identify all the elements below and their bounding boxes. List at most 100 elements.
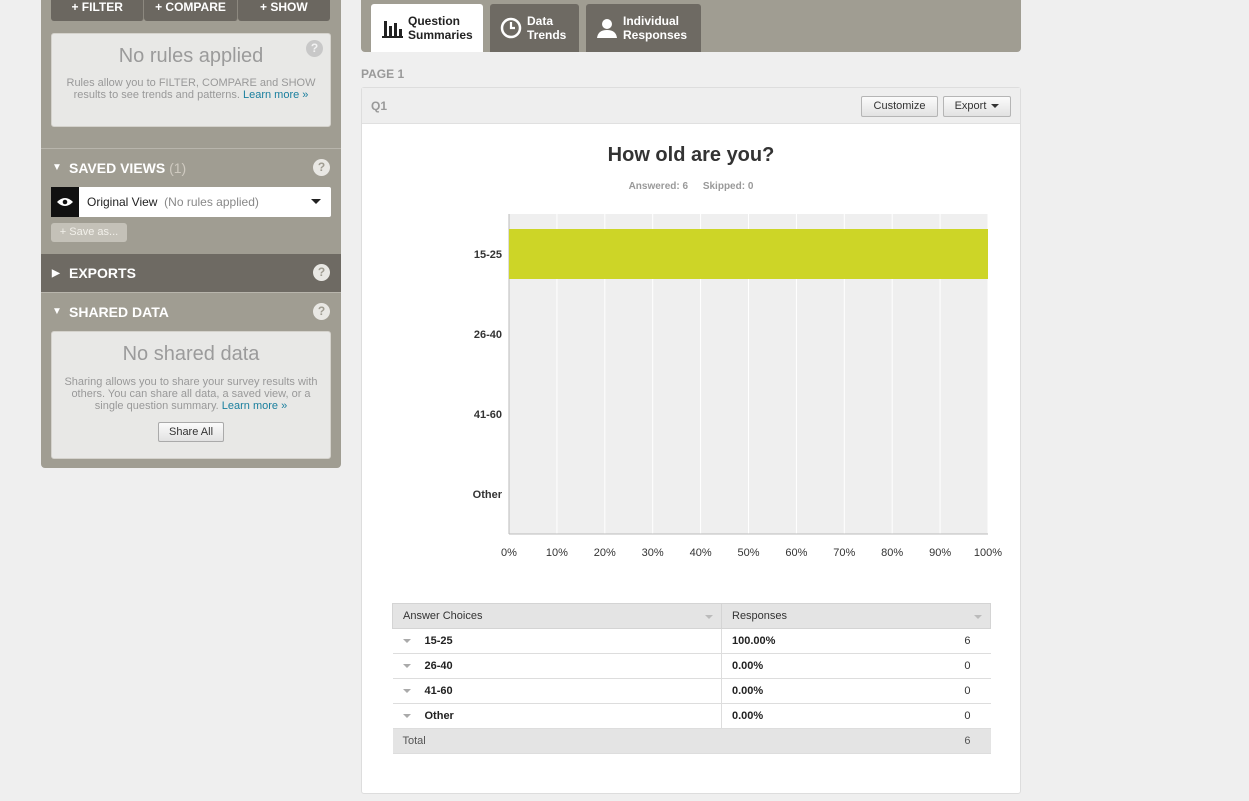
question-panel: Q1 Customize Export How old are you? Ans… (361, 87, 1021, 794)
table-row: 41-60 0.00% 0 (392, 678, 991, 704)
help-icon[interactable]: ? (313, 264, 330, 281)
skipped-count: Skipped: 0 (702, 181, 754, 192)
table-row: 26-40 0.00% 0 (392, 653, 991, 679)
view-rules-status: (No rules applied) (164, 195, 259, 209)
question-header: Q1 Customize Export (362, 88, 1020, 124)
percent-cell: 100.00% (721, 628, 883, 654)
help-icon[interactable]: ? (313, 159, 330, 176)
expand-icon[interactable] (402, 639, 411, 644)
clock-icon (500, 17, 522, 39)
compare-button[interactable]: + COMPARE (144, 0, 238, 21)
total-spacer (721, 728, 883, 754)
bar-chart: 0% 10% 20% 30% 40% 50% 60% 70% 80% 90% 100% 15-25 26… (473, 214, 1002, 559)
chevron-down-icon[interactable] (311, 199, 321, 204)
help-icon[interactable]: ? (313, 303, 330, 320)
no-rules-text: Rules allow you to FILTER, COMPARE and S… (62, 77, 320, 101)
x-tick-label: 10% (546, 547, 568, 559)
count-cell: 0 (882, 678, 991, 704)
total-count: 6 (882, 728, 991, 754)
no-shared-data-title: No shared data (122, 343, 260, 365)
x-tick-label: 0% (501, 547, 517, 559)
answer-choice-cell: 26-40 (392, 653, 722, 679)
category-label: 41-60 (474, 409, 502, 421)
tab-label: Question Summaries (408, 14, 473, 42)
learn-more-link[interactable]: Learn more » (242, 89, 309, 101)
answer-choice-cell: 41-60 (392, 678, 722, 704)
collapse-triangle-icon: ▼ (52, 162, 62, 173)
x-tick-label: 40% (690, 547, 712, 559)
x-tick-label: 60% (785, 547, 807, 559)
view-tabs: Question Summaries Data Trends Individual R… (361, 0, 1021, 52)
category-label: 15-25 (474, 249, 502, 261)
table-header-row: Answer Choices Responses (392, 603, 991, 629)
shared-data-header[interactable]: ▼ SHARED DATA ? (41, 293, 341, 331)
no-shared-data-box: No shared data Sharing allows you to sha… (51, 331, 331, 459)
expand-icon[interactable] (402, 689, 411, 694)
x-tick-label: 90% (929, 547, 951, 559)
column-header-responses[interactable]: Responses (721, 603, 991, 629)
shared-data-title: SHARED DATA (69, 304, 169, 320)
percent-cell: 0.00% (721, 653, 883, 679)
tab-question-summaries[interactable]: Question Summaries (371, 4, 483, 52)
x-tick-label: 50% (737, 547, 759, 559)
bar-15-25 (509, 229, 988, 279)
export-label: Export (954, 100, 987, 112)
column-header-answer-choices[interactable]: Answer Choices (392, 603, 722, 629)
collapse-triangle-icon: ▼ (52, 306, 62, 317)
learn-more-link[interactable]: Learn more » (221, 400, 288, 412)
exports-header[interactable]: ▶ EXPORTS ? (41, 254, 341, 292)
help-icon[interactable]: ? (306, 40, 323, 57)
saved-view-selector[interactable]: Original View (No rules applied) (51, 187, 331, 217)
saved-views-count: (1) (169, 160, 187, 176)
responses-table: Answer Choices Responses 15-25 100.00% 6… (392, 603, 991, 754)
saved-views-header[interactable]: ▼ SAVED VIEWS (1) ? (41, 149, 341, 187)
tab-data-trends[interactable]: Data Trends (490, 4, 579, 52)
tab-label: Data Trends (527, 14, 567, 42)
answer-choice-cell: 15-25 (392, 628, 722, 654)
eye-icon (51, 187, 79, 217)
person-icon (597, 19, 617, 38)
question-stats: Answered: 6 Skipped: 0 (362, 181, 1020, 192)
share-all-button[interactable]: Share All (157, 422, 225, 442)
filter-button[interactable]: + FILTER (51, 0, 145, 21)
expand-icon[interactable] (402, 664, 411, 669)
category-label: 26-40 (474, 329, 502, 341)
rule-buttons: + FILTER + COMPARE + SHOW (51, 0, 330, 21)
category-label: Other (473, 489, 503, 501)
shared-data-text: Sharing allows you to share your survey … (64, 376, 318, 412)
total-label: Total (392, 728, 722, 754)
x-tick-label: 70% (833, 547, 855, 559)
save-as-button[interactable]: + Save as... (51, 223, 127, 242)
count-cell: 0 (882, 653, 991, 679)
count-cell: 6 (882, 628, 991, 654)
tab-individual-responses[interactable]: Individual Responses (586, 4, 701, 52)
x-tick-label: 100% (974, 547, 1002, 559)
shared-data-description: Sharing allows you to share your survey … (64, 376, 318, 412)
expand-icon[interactable] (402, 714, 411, 719)
table-total-row: Total 6 (392, 728, 991, 754)
table-row: 15-25 100.00% 6 (392, 628, 991, 654)
customize-button[interactable]: Customize (861, 96, 938, 117)
export-button[interactable]: Export (943, 96, 1011, 117)
bar-chart-icon (382, 21, 403, 38)
exports-title: EXPORTS (69, 265, 136, 281)
x-tick-label: 80% (881, 547, 903, 559)
caret-down-icon (991, 104, 1000, 109)
divider (41, 148, 341, 149)
x-tick-label: 30% (642, 547, 664, 559)
sort-icon[interactable] (705, 615, 713, 619)
no-rules-title: No rules applied (118, 45, 264, 67)
question-title: How old are you? (607, 144, 775, 166)
count-cell: 0 (882, 703, 991, 729)
tab-label: Individual Responses (623, 14, 688, 42)
show-button[interactable]: + SHOW (237, 0, 330, 21)
saved-views-title: SAVED VIEWS (1) (69, 160, 187, 176)
answered-count: Answered: 6 (628, 181, 689, 192)
question-number: Q1 (371, 99, 388, 113)
x-tick-label: 20% (594, 547, 616, 559)
sort-icon[interactable] (974, 615, 982, 619)
table-row: Other 0.00% 0 (392, 703, 991, 729)
view-name: Original View (No rules applied) (87, 195, 259, 209)
sidebar: + FILTER + COMPARE + SHOW No rules appli… (41, 0, 341, 468)
answer-choice-cell: Other (392, 703, 722, 729)
